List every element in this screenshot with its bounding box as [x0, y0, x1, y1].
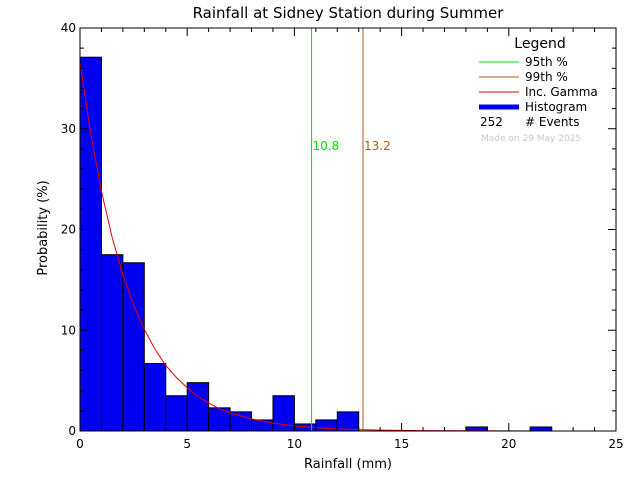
events-label: # Events [525, 115, 580, 129]
percentile-value-label: 10.8 [313, 139, 340, 153]
percentile-value-label: 13.2 [364, 139, 391, 153]
y-tick-label: 0 [68, 424, 76, 438]
histogram-bar [100, 254, 124, 432]
y-axis-label: Probability (%) [36, 180, 51, 275]
y-tick-label: 30 [61, 122, 76, 136]
legend-title: Legend [514, 36, 565, 52]
legend-entry-label: 99th % [525, 70, 568, 84]
histogram-bar [336, 411, 360, 432]
y-tick-label: 10 [61, 323, 76, 337]
histogram-bar [529, 426, 553, 432]
events-count: 252 [480, 115, 503, 129]
chart-title: Rainfall at Sidney Station during Summer [193, 4, 505, 22]
histogram-bar [143, 362, 167, 432]
histogram-bar [122, 262, 145, 432]
y-tick-label: 40 [61, 21, 76, 35]
legend-entry-label: Inc. Gamma [525, 85, 598, 99]
x-tick-label: 5 [183, 437, 191, 451]
histogram-bar [165, 395, 188, 432]
x-tick-label: 25 [608, 437, 623, 451]
histogram-bar [315, 419, 338, 432]
gamma-curve-line [79, 62, 616, 432]
made-on-note: Made on 29 May 2025 [481, 134, 581, 144]
x-axis-label: Rainfall (mm) [304, 457, 392, 472]
histogram-bar [79, 56, 102, 432]
x-tick-label: 0 [76, 437, 84, 451]
legend-entry-label: 95th % [525, 55, 568, 69]
plot-area: 10.8 13.2 0 5 10 15 20 25 0 10 20 30 40 [61, 21, 624, 451]
legend-entry-label: Histogram [525, 100, 587, 114]
x-tick-label: 15 [394, 437, 409, 451]
histogram-bar [251, 419, 274, 432]
x-tick-label: 10 [287, 437, 302, 451]
x-tick-label: 20 [501, 437, 516, 451]
y-tick-label: 20 [61, 223, 76, 237]
histogram-bar [229, 411, 253, 432]
